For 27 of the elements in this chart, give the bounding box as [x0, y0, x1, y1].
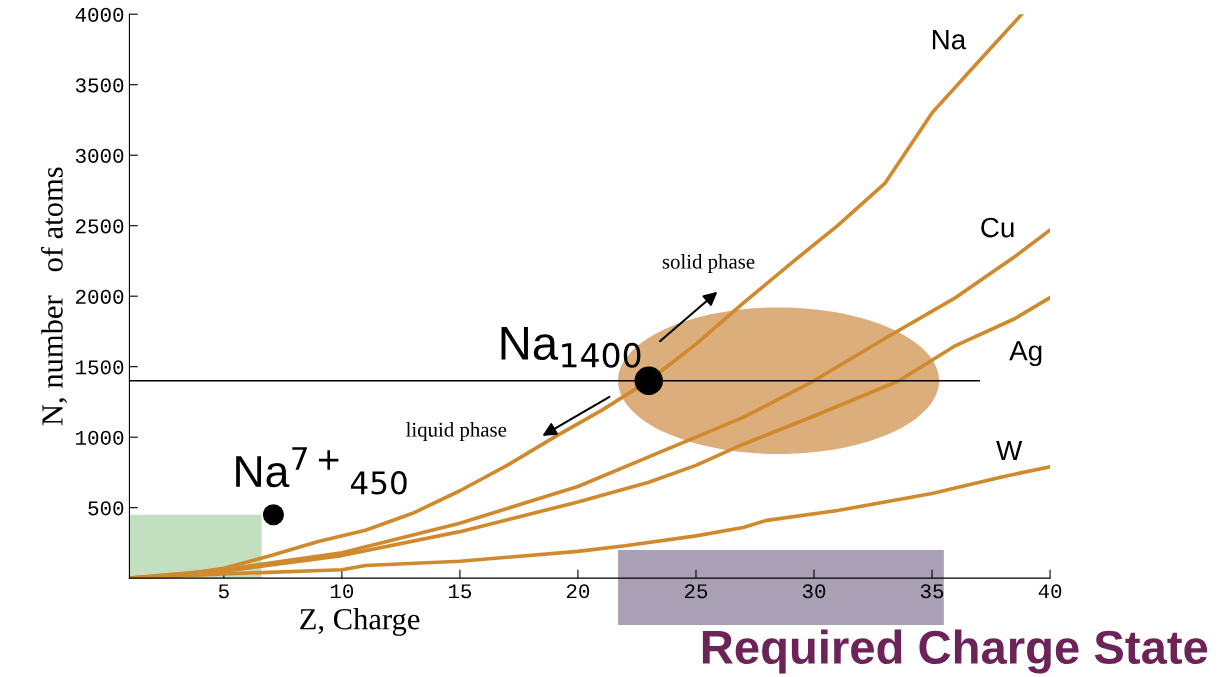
annotation: Na$^{7+}$$_{450}$ [236, 447, 407, 495]
series-label: Ag [1009, 341, 1042, 367]
y-tick-label: 2500 [76, 219, 124, 234]
y-tick-label: 3000 [75, 148, 124, 163]
x-tick-label: 30 [802, 584, 826, 599]
series-label: W [996, 440, 1023, 461]
y-tick-label: 1500 [76, 360, 124, 375]
annotation: liquid phase [406, 422, 507, 441]
annotation: solid phase [662, 254, 755, 273]
text: Required Charge State [702, 629, 1208, 674]
y-tick-label: 1000 [76, 430, 124, 445]
x-axis-title: Z, Charge [300, 608, 420, 636]
y-tick-label: 3500 [75, 78, 124, 93]
x-tick-label: 25 [684, 584, 708, 599]
y-tick-label: 2000 [76, 289, 124, 304]
annotation: Na$_{1400}$ [501, 327, 641, 368]
x-tick-label: 15 [448, 584, 472, 599]
x-tick-label: 40 [1038, 584, 1062, 599]
series-label: Cu [981, 217, 1014, 238]
series-label: Na [932, 30, 967, 50]
y-tick-label: 4000 [75, 7, 124, 22]
x-tick-label: 20 [566, 584, 590, 599]
x-tick-label: 35 [920, 584, 944, 599]
x-tick-label: 10 [330, 584, 354, 599]
x-tick-label: 5 [218, 584, 229, 599]
y-axis-title: N, number of atoms [40, 167, 68, 426]
y-tick-label: 500 [88, 501, 124, 516]
